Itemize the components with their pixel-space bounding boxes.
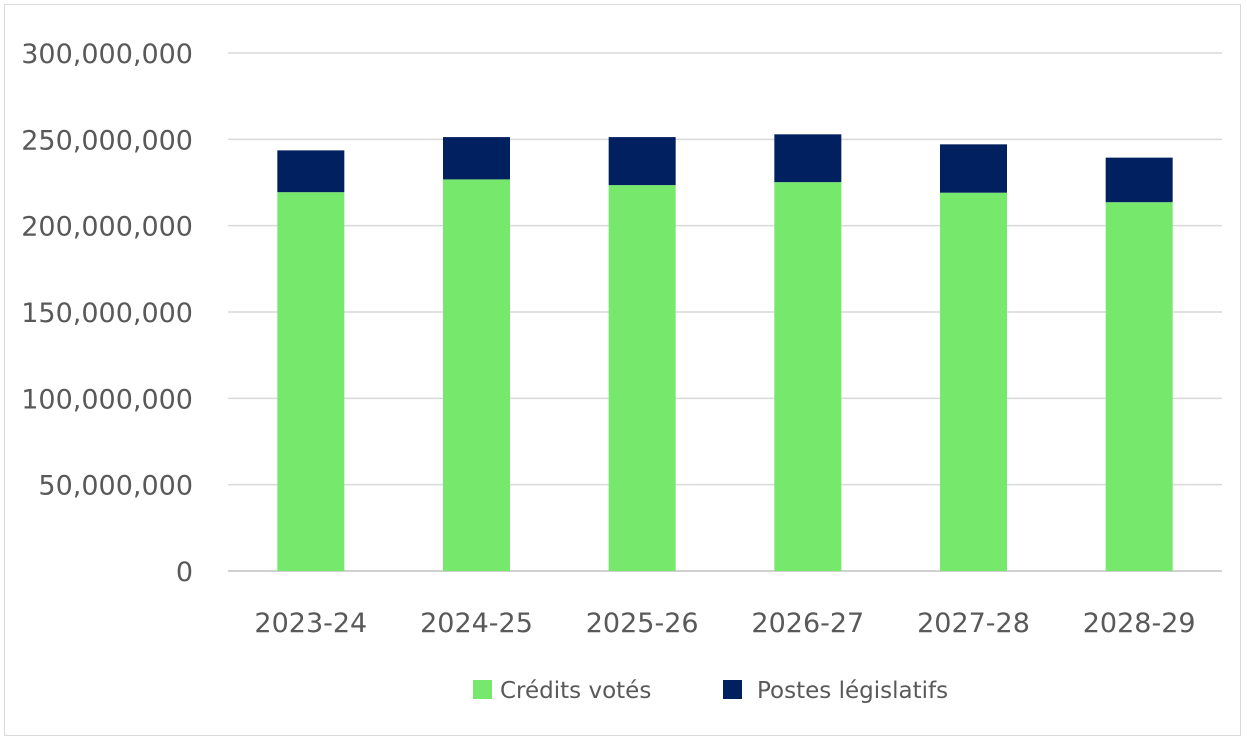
x-tick-label: 2023-24 (254, 608, 367, 639)
legend-label: Crédits votés (500, 678, 651, 704)
y-tick-label: 300,000,000 (21, 39, 193, 70)
y-tick-label: 50,000,000 (38, 471, 193, 502)
x-tick-label: 2024-25 (420, 608, 533, 639)
x-tick-label: 2026-27 (751, 608, 864, 639)
y-tick-label: 150,000,000 (21, 298, 193, 329)
bar-credits-votes (1105, 202, 1173, 571)
bar-credits-votes (774, 182, 842, 571)
bar-postes-legislatifs (277, 150, 345, 193)
legend-swatch (473, 680, 492, 699)
bar-postes-legislatifs (774, 134, 842, 183)
x-tick-label: 2025-26 (586, 608, 699, 639)
bar-postes-legislatifs (1105, 157, 1173, 203)
bar-postes-legislatifs (940, 144, 1007, 193)
y-tick-label: 250,000,000 (21, 125, 193, 156)
y-tick-label: 200,000,000 (21, 212, 193, 243)
y-tick-label: 0 (176, 557, 193, 588)
chart-frame (4, 4, 1241, 736)
bar-credits-votes (277, 192, 345, 572)
bar-credits-votes (608, 185, 676, 571)
legend-swatch (723, 680, 742, 699)
bar-postes-legislatifs (443, 137, 510, 180)
y-tick-label: 100,000,000 (21, 384, 193, 415)
bar-credits-votes (940, 192, 1007, 572)
x-tick-label: 2027-28 (917, 608, 1030, 639)
x-tick-label: 2028-29 (1083, 608, 1196, 639)
legend-label: Postes législatifs (757, 678, 948, 704)
bar-credits-votes (443, 179, 510, 571)
bar-postes-legislatifs (608, 137, 676, 186)
